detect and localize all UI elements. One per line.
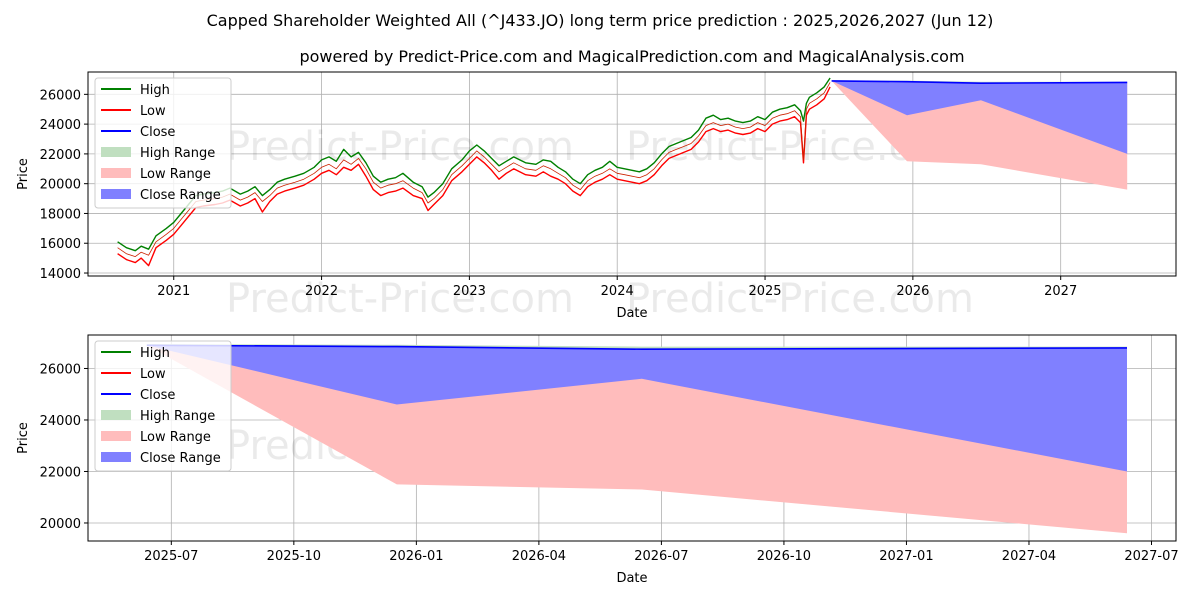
- x-tick-label: 2024: [601, 284, 634, 299]
- legend-entry-label: High Range: [140, 146, 215, 161]
- legend-entry-label: Close: [140, 388, 175, 403]
- high-series-line: [117, 77, 831, 252]
- legend-area-swatch: [101, 410, 131, 420]
- history-plot-frame: [87, 71, 1177, 277]
- x-tick-label: 2025-07: [144, 549, 198, 564]
- legend-entry-label: High: [140, 346, 170, 361]
- x-tick-label: 2022: [305, 284, 338, 299]
- close-forecast-line: [146, 344, 1128, 351]
- legend-area-swatch: [101, 147, 131, 157]
- forecast-y-axis-label: Price: [16, 422, 31, 454]
- history-legend: High Low Close High Range Low Range Close Ran…: [94, 77, 232, 209]
- history-watermarks: Predict-Price.com Predict-Price.com Pred…: [226, 124, 974, 322]
- forecast-panel: Predict-Price.com Predict-Price.com 2025…: [16, 334, 1179, 586]
- x-tick-label: 2025-10: [267, 549, 321, 564]
- y-tick-label: 26000: [40, 88, 81, 103]
- close-range-area: [146, 345, 1128, 472]
- x-tick-label: 2026: [896, 284, 929, 299]
- history-axis-ticks: 2021 2022 2023 2024 2025 2026 2027 14000 16000 18…: [40, 88, 1078, 299]
- legend-entry-label: Close Range: [140, 188, 221, 203]
- y-tick-label: 26000: [40, 362, 81, 377]
- x-tick-label: 2021: [157, 284, 190, 299]
- history-x-axis-label: Date: [616, 306, 647, 321]
- legend-entry-label: Low Range: [140, 167, 211, 182]
- history-panel: Predict-Price.com Predict-Price.com Pred…: [16, 71, 1177, 322]
- close-forecast-line: [831, 80, 1128, 84]
- legend-area-swatch: [101, 431, 131, 441]
- close-range-area: [831, 80, 1128, 154]
- x-tick-label: 2027: [1044, 284, 1077, 299]
- legend-area-swatch: [101, 168, 131, 178]
- y-tick-label: 16000: [40, 237, 81, 252]
- y-tick-label: 20000: [40, 517, 81, 532]
- x-tick-label: 2027-04: [1002, 549, 1056, 564]
- history-series-lines: [117, 77, 1128, 267]
- x-tick-label: 2027-01: [879, 549, 933, 564]
- forecast-series-lines: [146, 344, 1128, 351]
- legend-area-swatch: [101, 189, 131, 199]
- x-tick-label: 2026-01: [389, 549, 443, 564]
- y-tick-label: 20000: [40, 178, 81, 193]
- watermark-text: Predict-Price.com: [226, 276, 574, 322]
- forecast-legend: High Low Close High Range Low Range Close Ran…: [94, 340, 232, 472]
- forecast-plot-frame: [87, 334, 1177, 542]
- x-tick-label: 2026-10: [757, 549, 811, 564]
- y-tick-label: 22000: [40, 465, 81, 480]
- forecast-x-axis-label: Date: [616, 571, 647, 586]
- low-series-line: [117, 86, 831, 267]
- watermark-text: Predict-Price.com: [626, 276, 974, 322]
- x-tick-label: 2027-07: [1124, 549, 1178, 564]
- y-tick-label: 18000: [40, 207, 81, 222]
- legend-area-swatch: [101, 452, 131, 462]
- legend-entry-label: Close Range: [140, 451, 221, 466]
- legend-entry-label: High Range: [140, 409, 215, 424]
- legend-entry-label: Close: [140, 125, 175, 140]
- y-tick-label: 22000: [40, 148, 81, 163]
- x-tick-label: 2025: [748, 284, 781, 299]
- y-tick-label: 24000: [40, 414, 81, 429]
- x-tick-label: 2023: [453, 284, 486, 299]
- chart-title: Capped Shareholder Weighted All (^J433.J…: [207, 11, 994, 30]
- x-tick-label: 2026-04: [512, 549, 566, 564]
- legend-entry-label: Low: [140, 367, 166, 382]
- legend-entry-label: Low: [140, 104, 166, 119]
- x-tick-label: 2026-07: [634, 549, 688, 564]
- history-y-axis-label: Price: [16, 158, 31, 190]
- close-history-line: [117, 82, 831, 258]
- forecast-axis-ticks: 2025-07 2025-10 2026-01 2026-04 2026-07 2026-…: [40, 362, 1179, 564]
- legend-entry-label: Low Range: [140, 430, 211, 445]
- legend-entry-label: High: [140, 83, 170, 98]
- chart-subtitle: powered by Predict-Price.com and Magical…: [299, 47, 964, 66]
- y-tick-label: 24000: [40, 118, 81, 133]
- y-tick-label: 14000: [40, 267, 81, 282]
- watermark-text: Predict-Price.com: [226, 124, 574, 170]
